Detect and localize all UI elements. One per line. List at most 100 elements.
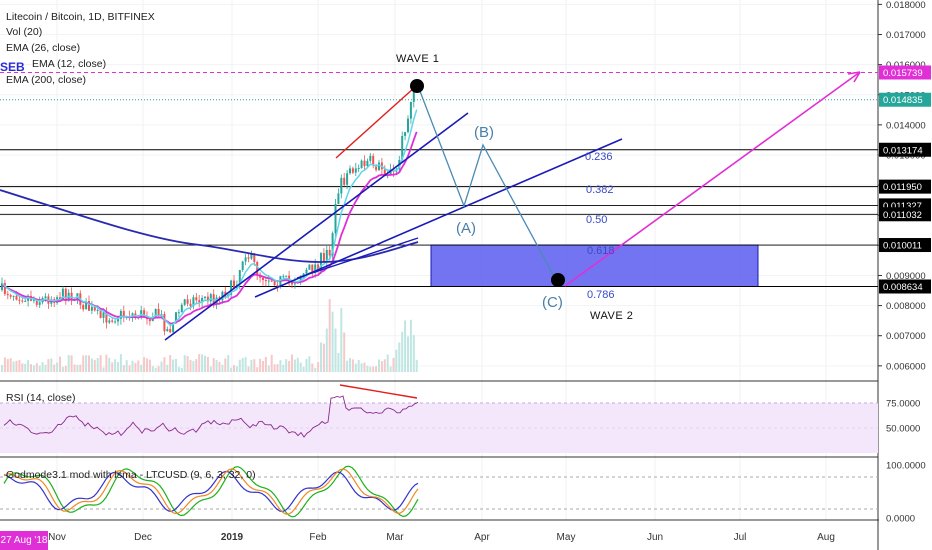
candle-body-120 <box>349 168 351 174</box>
volume-bar-100 <box>291 354 293 372</box>
volume-bar-130 <box>378 359 380 372</box>
candle-body-5 <box>15 295 18 300</box>
candle-body-68 <box>198 300 201 303</box>
candle-body-94 <box>273 281 276 286</box>
candle-body-97 <box>282 276 285 278</box>
volume-bar-48 <box>140 364 143 372</box>
volume-bar-96 <box>279 360 282 372</box>
indicator-ema26[interactable]: EMA (26, close) <box>6 42 81 54</box>
volume-bar-102 <box>296 357 299 372</box>
volume-bar-90 <box>262 360 264 372</box>
volume-bar-5 <box>15 360 18 372</box>
time-axis: Nov Dec 2019 Feb Mar Apr May Jun Jul Aug <box>48 532 835 543</box>
candle-body-30 <box>88 301 90 311</box>
volume-bar-51 <box>148 359 151 372</box>
volume-bar-67 <box>195 359 198 372</box>
volume-bar-71 <box>206 356 209 372</box>
volume-bar-101 <box>293 359 296 372</box>
target-zone <box>430 244 759 288</box>
trendline-long <box>254 138 623 298</box>
grid-lines <box>0 0 878 520</box>
candle-body-61 <box>177 312 180 314</box>
volume-bar-54 <box>157 366 160 372</box>
candle-body-85 <box>247 257 250 259</box>
candle-body-134 <box>389 169 392 175</box>
x-tick-3: Feb <box>309 532 327 543</box>
volume-bar-20 <box>59 356 61 372</box>
candle-body-80 <box>233 280 235 289</box>
osc-blue-line <box>3 470 419 513</box>
wave-c-label: (C) <box>542 294 563 311</box>
projection-arrow-line <box>564 71 861 287</box>
volume-bar-10 <box>30 364 32 372</box>
volume-bar-92 <box>267 365 270 372</box>
price-badge-0 <box>879 65 931 80</box>
candle-body-60 <box>175 312 177 323</box>
volume-bar-19 <box>56 362 59 372</box>
volume-bar-110 <box>320 342 322 372</box>
volume-bar-1 <box>3 357 6 372</box>
rsi-title[interactable]: RSI (14, close) <box>6 392 76 404</box>
volume-bar-108 <box>314 367 317 372</box>
price-badge-label-1: 0.014835 <box>883 95 923 106</box>
chart-title: Litecoin / Bitcoin, 1D, BITFINEX <box>6 11 155 23</box>
candle-body-15 <box>44 296 47 299</box>
volume-bar-137 <box>398 342 401 372</box>
volume-bar-106 <box>308 356 311 372</box>
candle-body-119 <box>346 173 349 185</box>
volume-bar-7 <box>21 363 24 372</box>
volume-bar-112 <box>325 328 328 372</box>
candle-body-29 <box>85 301 88 310</box>
candle-body-6 <box>18 299 21 301</box>
volume-bar-31 <box>90 358 93 372</box>
wave1-label: WAVE 1 <box>396 53 439 65</box>
candle-body-95 <box>276 285 279 287</box>
volume-bar-53 <box>154 367 157 372</box>
candle-body-38 <box>111 320 114 322</box>
volume-bar-34 <box>99 355 102 372</box>
candle-body-130 <box>378 162 380 170</box>
volume-bar-79 <box>230 367 233 372</box>
candle-body-124 <box>360 160 363 168</box>
volume-bar-23 <box>67 355 70 372</box>
volume-bar-135 <box>392 357 395 372</box>
indicator-vol[interactable]: Vol (20) <box>6 26 43 38</box>
candle-body-42 <box>122 310 125 317</box>
candle-body-32 <box>93 306 96 311</box>
fib-label-3: 0.618 <box>587 245 615 257</box>
price-badge-label-7: 0.008634 <box>883 282 923 293</box>
volume-bar-83 <box>241 357 244 372</box>
volume-bar-97 <box>282 364 285 372</box>
volume-bar-43 <box>125 360 128 372</box>
volume-bar-47 <box>137 360 140 372</box>
candle-body-107 <box>311 264 314 274</box>
price-badge-1 <box>879 92 931 107</box>
candle-body-59 <box>172 322 175 333</box>
indicator-ema12[interactable]: EMA (12, close) <box>32 58 107 70</box>
candle-body-126 <box>366 160 369 167</box>
candle-body-118 <box>343 177 346 185</box>
fib-target-box <box>430 244 759 288</box>
candle-body-88 <box>256 262 259 275</box>
x-tick-9: Aug <box>817 532 835 543</box>
fib-label-1: 0.382 <box>586 184 614 196</box>
volume-bar-58 <box>169 355 172 372</box>
volume-bar-17 <box>50 358 53 372</box>
candle-body-93 <box>270 280 273 282</box>
candle-body-106 <box>308 264 311 270</box>
price-badge-label-2: 0.013174 <box>883 145 923 156</box>
candle-body-63 <box>183 299 186 305</box>
indicator-ema200[interactable]: EMA (200, close) <box>6 74 86 86</box>
volume-bar-28 <box>82 355 85 372</box>
price-badge-label-3: 0.011950 <box>883 182 922 193</box>
oscillator-title[interactable]: Godmode3.1 mod with lsma - LTCUSD (9, 6,… <box>6 469 256 481</box>
volume-bar-75 <box>218 361 221 372</box>
price-axis: 0.0180000.0170000.0160000.0150000.014000… <box>878 0 932 550</box>
volume-bar-40 <box>117 362 119 372</box>
volume-bar-8 <box>24 363 27 372</box>
x-tick-0: Nov <box>48 532 66 543</box>
price-badge-label-5: 0.011032 <box>883 210 922 221</box>
volume-bar-124 <box>360 363 363 372</box>
volume-bar-18 <box>53 364 56 372</box>
